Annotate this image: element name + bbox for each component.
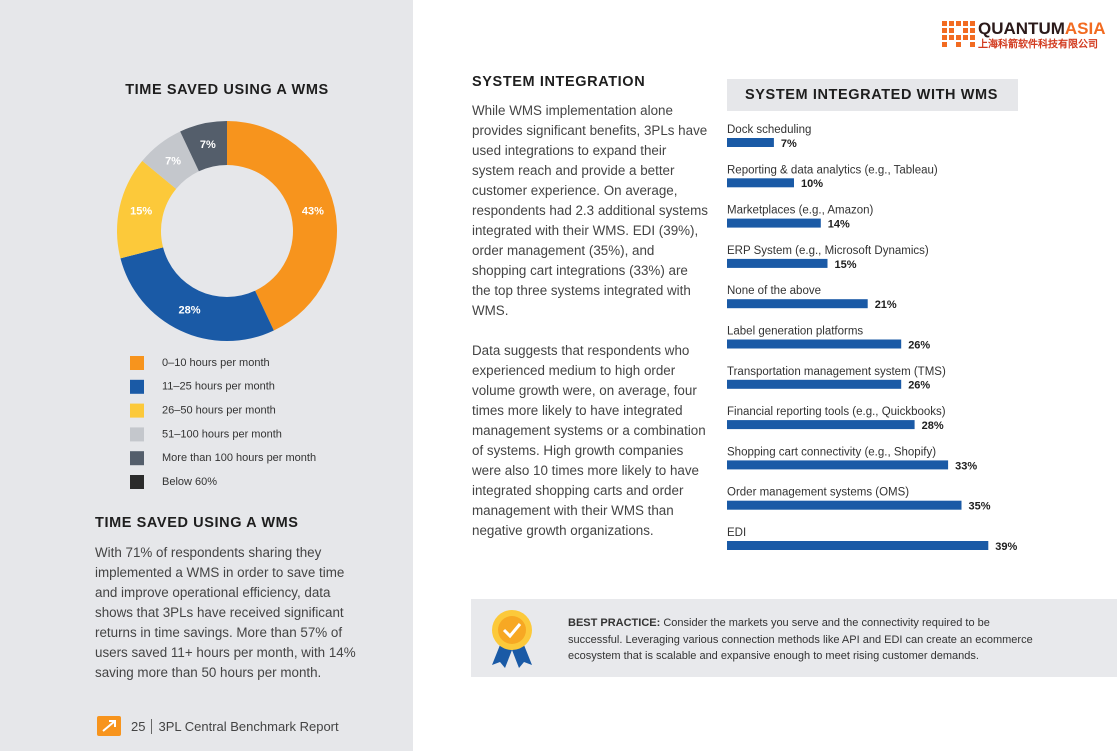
bar-category: ERP System (e.g., Microsoft Dynamics) <box>727 245 929 257</box>
bar-category: Marketplaces (e.g., Amazon) <box>727 205 874 217</box>
donut-slice <box>116 160 177 259</box>
bar <box>727 258 828 268</box>
donut-slice <box>180 121 227 172</box>
slice-label: 7% <box>200 139 216 151</box>
slice-label: 7% <box>165 155 181 167</box>
legend-label: More than 100 hours per month <box>162 452 316 464</box>
bar-value-label: 26% <box>908 339 930 351</box>
logo-icon <box>942 21 975 47</box>
bar-category: Dock scheduling <box>727 124 811 136</box>
bar-category: Reporting & data analytics (e.g., Tablea… <box>727 164 938 176</box>
bar-title: SYSTEM INTEGRATED WITH WMS <box>745 87 998 103</box>
donut-title: TIME SAVED USING A WMS <box>125 82 329 98</box>
bar-value-label: 15% <box>835 259 857 271</box>
best-practice-text: Consider the markets you serve and the c… <box>568 617 1033 662</box>
bar-value-label: 28% <box>922 420 944 432</box>
legend-swatch <box>130 356 144 370</box>
logo-a: QUANTUM <box>978 19 1065 38</box>
bar <box>727 138 774 147</box>
bar-value-label: 35% <box>969 501 991 513</box>
left-body: With 71% of respondents sharing they imp… <box>95 545 356 680</box>
footer-icon <box>97 716 121 736</box>
legend-label: 0–10 hours per month <box>162 357 270 369</box>
legend-label: 26–50 hours per month <box>162 405 276 417</box>
legend-label: 51–100 hours per month <box>162 428 282 440</box>
paragraph: Data suggests that respondents who exper… <box>472 343 706 538</box>
legend-swatch <box>130 379 144 394</box>
medal-icon <box>492 610 532 668</box>
page-number: 25 <box>131 719 153 734</box>
bar-category: Financial reporting tools (e.g., Quickbo… <box>727 406 946 418</box>
left-heading: TIME SAVED USING A WMS <box>95 515 299 531</box>
donut-slice <box>120 247 274 341</box>
bar-value-label: 26% <box>908 380 930 392</box>
donut-slice <box>142 131 199 189</box>
bar-category: Label generation platforms <box>727 326 863 338</box>
bar-category: Transportation management system (TMS) <box>727 366 946 378</box>
slice-label: 43% <box>302 206 324 218</box>
bar-value-label: 39% <box>995 541 1017 553</box>
bar-value-label: 7% <box>781 138 797 150</box>
best-practice-label: BEST PRACTICE: <box>568 617 661 629</box>
footer: 25 3PL Central Benchmark Report <box>131 719 339 734</box>
bar <box>727 541 989 550</box>
middle-heading: SYSTEM INTEGRATION <box>472 74 646 90</box>
legend-swatch <box>130 403 144 418</box>
bar-category: Order management systems (OMS) <box>727 487 909 499</box>
bar <box>727 218 821 228</box>
bar-value-label: 21% <box>875 299 897 311</box>
footer-title: 3PL Central Benchmark Report <box>158 719 339 734</box>
logo-subtitle: 上海科箭软件科技有限公司 <box>978 38 1098 51</box>
logo: QUANTUMASIA <box>978 19 1106 38</box>
donut-slice <box>227 121 338 331</box>
logo-b: ASIA <box>1065 19 1106 38</box>
best-practice: BEST PRACTICE: Consider the markets you … <box>568 615 1038 665</box>
legend-swatch <box>130 475 144 489</box>
bar <box>727 299 868 309</box>
bar <box>727 500 962 510</box>
legend-label: 11–25 hours per month <box>162 381 275 393</box>
bar <box>727 178 794 188</box>
paragraph: While WMS implementation alone provides … <box>472 103 708 318</box>
bar-value-label: 14% <box>828 219 850 231</box>
bar-value-label: 10% <box>801 178 823 190</box>
bar <box>727 339 902 349</box>
bar <box>727 420 915 430</box>
bar <box>727 379 902 389</box>
legend-label: Below 60% <box>162 476 217 488</box>
legend-swatch <box>130 451 144 466</box>
slice-label: 15% <box>130 206 152 218</box>
bar-title-box <box>727 79 1018 111</box>
bar-category: None of the above <box>727 285 821 297</box>
bar-value-label: 33% <box>955 460 977 472</box>
bar <box>727 460 949 470</box>
slice-label: 28% <box>179 305 201 317</box>
bar-category: EDI <box>727 527 746 539</box>
best-practice-box <box>471 599 1117 677</box>
legend-swatch <box>130 427 144 442</box>
bar-category: Shopping cart connectivity (e.g., Shopif… <box>727 446 936 458</box>
